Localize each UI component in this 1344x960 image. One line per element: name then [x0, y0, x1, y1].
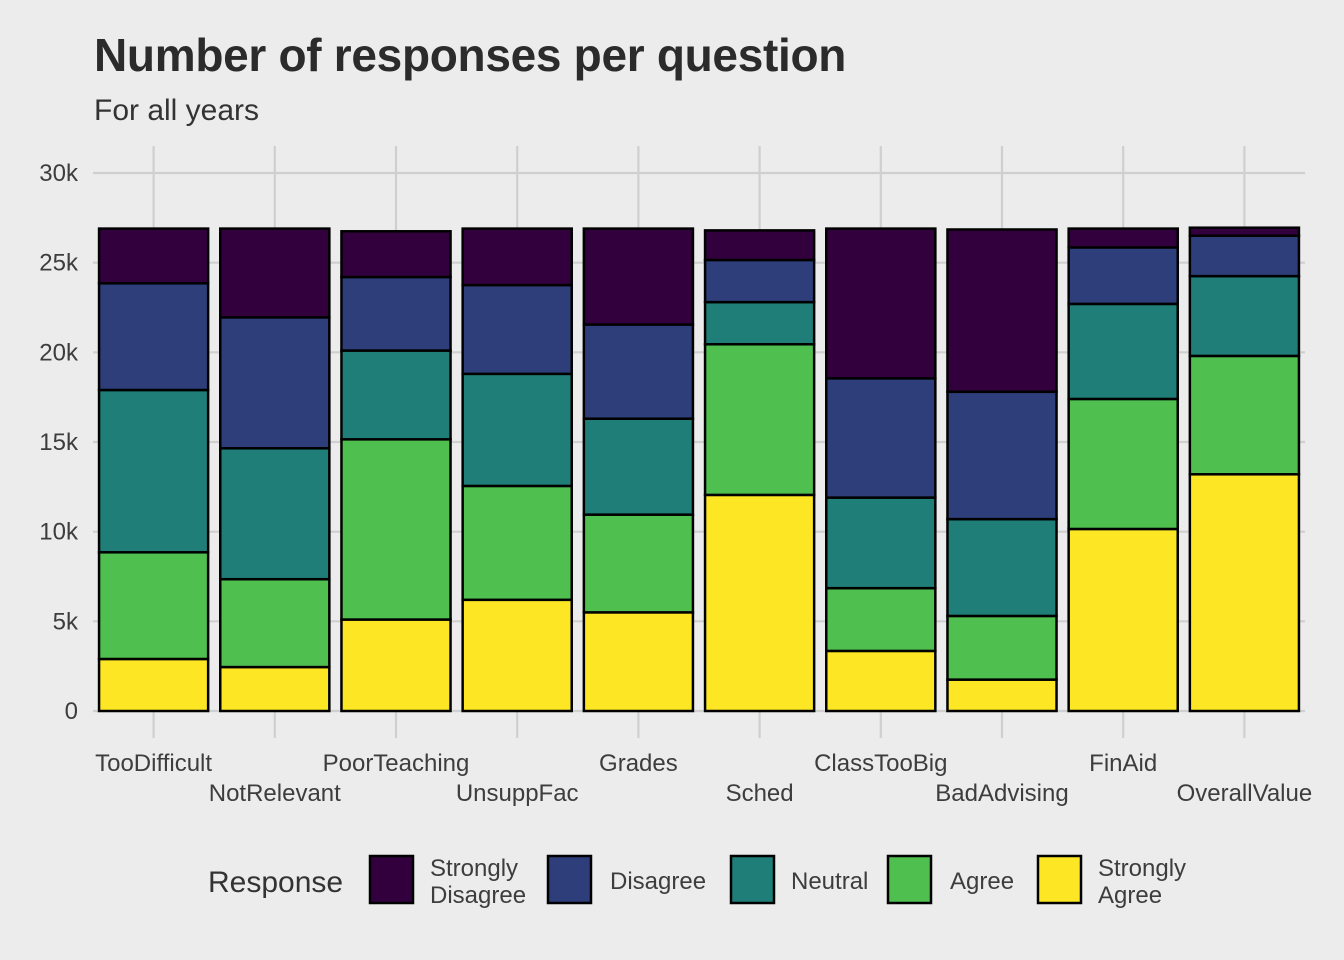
bar-segment	[825, 377, 937, 499]
bar-segment	[97, 227, 210, 285]
bar-segment	[1188, 354, 1301, 476]
bar-segment	[582, 513, 695, 614]
bar-segment	[461, 598, 573, 713]
legend-key	[546, 854, 593, 905]
bar-segment	[219, 577, 331, 669]
bar-segment	[97, 657, 210, 713]
legend-key	[729, 854, 776, 905]
bar-segment	[461, 227, 573, 287]
bar-segment	[703, 343, 816, 497]
x-tick-label: Grades	[599, 750, 678, 777]
x-tick-label: PoorTeaching	[323, 750, 470, 777]
y-tick-label: 30k	[39, 160, 79, 187]
bar-segment	[97, 282, 210, 392]
bar-segment	[461, 372, 573, 488]
legend-label: Neutral	[791, 868, 868, 895]
legend-label-line: Disagree	[610, 868, 706, 895]
bar-segment	[340, 230, 452, 279]
bar-segment	[703, 493, 816, 713]
x-tick-label: UnsuppFac	[456, 780, 579, 807]
legend-key	[886, 854, 933, 905]
bar-segment	[703, 229, 816, 262]
legend-label: Strongly Disagree	[430, 855, 526, 909]
bar-segment	[1067, 397, 1179, 531]
bar-segment	[703, 258, 816, 304]
bar-segment	[461, 283, 573, 376]
bar-segment	[825, 649, 937, 713]
bar-segment	[219, 227, 331, 319]
chart-subtitle: For all years	[94, 94, 260, 127]
legend-label-line: Agree	[950, 868, 1014, 895]
bar-segment	[825, 227, 937, 380]
x-tick-label: NotRelevant	[209, 780, 341, 807]
legend-label: Agree	[950, 868, 1014, 895]
bar-segment	[582, 417, 695, 516]
bar-segment	[946, 614, 1058, 681]
chart-title: Number of responses per question	[94, 29, 847, 81]
bar-segment	[97, 551, 210, 661]
bar-segment	[340, 438, 452, 621]
legend-key	[1036, 854, 1083, 905]
x-tick-label: BadAdvising	[935, 780, 1068, 807]
bar-segment	[703, 300, 816, 346]
bar-segment	[219, 316, 331, 450]
bar-segment	[340, 618, 452, 713]
bar-segment	[1067, 527, 1179, 713]
legend-label: Strongly Agree	[1098, 855, 1186, 909]
bar-segment	[1188, 274, 1301, 358]
bar-segment	[1188, 234, 1301, 278]
x-tick-label: FinAid	[1089, 750, 1157, 777]
bar-segment	[97, 388, 210, 554]
legend-label: Disagree	[610, 868, 706, 895]
legend-label-line: Neutral	[791, 868, 868, 895]
bar-segment	[1067, 227, 1179, 249]
bar-segment	[946, 678, 1058, 713]
legend-label-line: Strongly	[430, 855, 518, 882]
bar-segment	[219, 665, 331, 713]
bar-segment	[1067, 246, 1179, 306]
bar-segment	[582, 323, 695, 420]
y-tick-label: 20k	[39, 339, 79, 366]
y-tick-label: 0	[65, 698, 78, 725]
bar-segment	[582, 227, 695, 326]
legend-label-line: Strongly	[1098, 855, 1186, 882]
bar-segment	[946, 517, 1058, 618]
bar-segment	[1188, 473, 1301, 713]
bar-segment	[946, 228, 1058, 394]
bar-segment	[219, 447, 331, 581]
bar-segment	[946, 390, 1058, 521]
x-tick-label: TooDifficult	[95, 750, 212, 777]
bar-segment	[1188, 226, 1301, 238]
legend-key	[368, 854, 415, 905]
x-tick-label: OverallValue	[1177, 780, 1313, 807]
bars	[97, 226, 1301, 713]
x-tick-label: ClassTooBig	[814, 750, 947, 777]
bar-segment	[340, 349, 452, 441]
bar-segment	[825, 586, 937, 653]
bar-segment	[340, 275, 452, 352]
bar-segment	[825, 496, 937, 590]
bar-segment	[461, 484, 573, 602]
legend-label-line: Disagree	[430, 882, 526, 909]
axis-labels: 0 5k 10k 15k 20k 25k 30k TooDifficult NotRelevan…	[39, 160, 1312, 807]
bar-segment	[1067, 302, 1179, 401]
y-tick-label: 25k	[39, 250, 79, 277]
legend-label-line: Agree	[1098, 882, 1162, 909]
y-tick-label: 10k	[39, 519, 79, 546]
y-tick-label: 5k	[53, 608, 79, 635]
legend-title: Response	[208, 866, 343, 899]
x-tick-label: Sched	[726, 780, 794, 807]
bar-segment	[582, 611, 695, 713]
y-tick-label: 15k	[39, 429, 79, 456]
